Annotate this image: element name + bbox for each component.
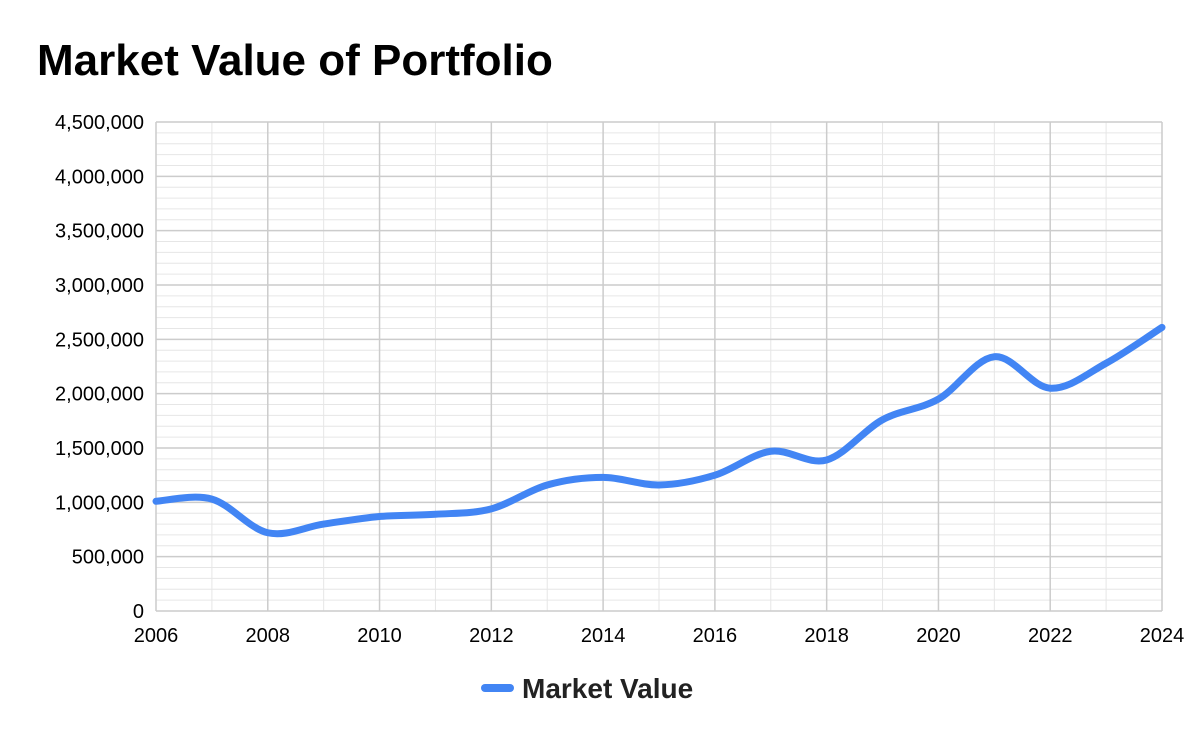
x-tick-label: 2014 [581, 625, 626, 647]
y-axis-ticks: 0 500,000 1,000,000 1,500,000 2,000,000 2,500… [55, 112, 144, 623]
y-tick-label: 3,000,000 [55, 275, 144, 297]
x-axis-ticks: 2006 2008 2010 2012 2014 2016 2018 2020 2022 2024 [134, 625, 1185, 647]
y-tick-label: 500,000 [72, 547, 144, 569]
y-tick-label: 0 [133, 601, 144, 623]
x-tick-label: 2018 [804, 625, 849, 647]
x-tick-label: 2006 [134, 625, 179, 647]
legend-label-market-value: Market Value [522, 673, 693, 704]
x-tick-label: 2020 [916, 625, 961, 647]
y-tick-label: 4,500,000 [55, 112, 144, 134]
x-tick-label: 2008 [246, 625, 291, 647]
x-tick-label: 2016 [693, 625, 738, 647]
series-layer [152, 323, 1166, 538]
y-tick-label: 1,500,000 [55, 438, 144, 460]
y-tick-label: 4,000,000 [55, 166, 144, 188]
grid [155, 121, 1163, 612]
x-tick-label: 2010 [357, 625, 402, 647]
series-line-market-value [152, 323, 1166, 538]
x-tick-label: 2022 [1028, 625, 1073, 647]
x-tick-label: 2012 [469, 625, 514, 647]
y-tick-label: 2,000,000 [55, 384, 144, 406]
y-tick-label: 3,500,000 [55, 221, 144, 243]
y-tick-label: 2,500,000 [55, 329, 144, 351]
legend: Market Value [481, 673, 693, 704]
x-tick-label: 2024 [1140, 625, 1185, 647]
y-tick-label: 1,000,000 [55, 492, 144, 514]
chart-title: Market Value of Portfolio [37, 36, 553, 85]
